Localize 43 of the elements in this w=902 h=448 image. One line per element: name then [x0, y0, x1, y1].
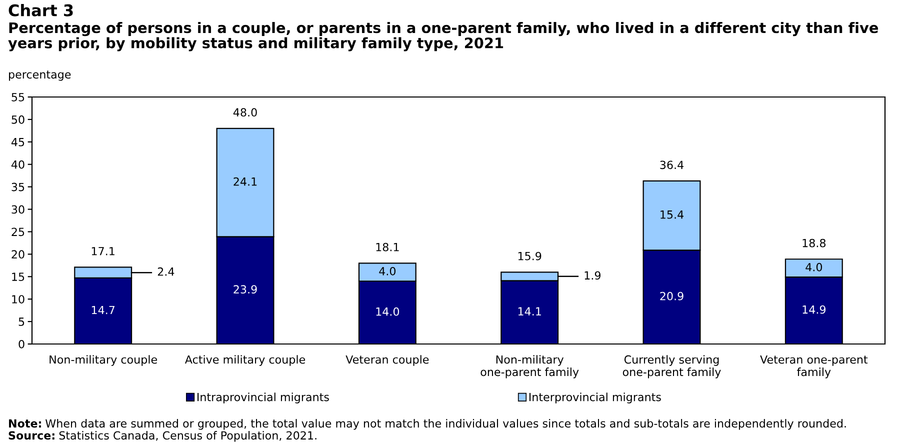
- total-label: 17.1: [92, 247, 114, 256]
- x-tick-label: Non-military couple: [50, 355, 157, 366]
- y-tick-label: 5: [18, 318, 24, 326]
- x-tick-label: Veteran couple: [346, 355, 429, 366]
- y-tick-label: 30: [12, 205, 24, 214]
- data-label: 4.0: [379, 266, 396, 276]
- chart-subtitle: Percentage of persons in a couple, or parents in a one-parent family, who lived in a different city than five years prior, by mobility status and military family type, 2021: [8, 22, 878, 52]
- y-tick-label: 0: [18, 340, 24, 348]
- total-label: 36.4: [660, 160, 684, 170]
- total-label: 18.8: [802, 238, 826, 248]
- y-tick-label: 15: [12, 272, 24, 282]
- y-tick-label: 50: [12, 115, 24, 124]
- y-tick-label: 55: [12, 93, 24, 102]
- data-label: 14.0: [376, 307, 400, 316]
- data-label: 23.9: [234, 285, 257, 294]
- total-label: 15.9: [518, 252, 542, 260]
- data-label: 14.7: [92, 306, 115, 314]
- total-label: 18.1: [376, 242, 399, 252]
- text: Note: When data are summed or grouped, the total value may not match the individual values since totals and sub-totals are independently rounded.: [9, 419, 846, 430]
- x-tick-label: Active military couple: [184, 355, 306, 366]
- data-label: 14.9: [802, 305, 826, 314]
- y-tick-label: 25: [12, 228, 24, 236]
- data-label: 20.9: [660, 292, 684, 300]
- data-label: 1.9: [584, 271, 600, 280]
- legend-label: Intraprovincial migrants: [197, 392, 329, 404]
- y-axis-title: percentage: [9, 70, 71, 81]
- y-tick-label: 20: [12, 250, 24, 259]
- source-note: Source: Statistics Canada, Census of Population, 2021.: [8, 431, 316, 442]
- y-tick-label: 40: [11, 160, 24, 169]
- data-label: 4.0: [806, 262, 822, 272]
- x-tick-label: Veteran one-parent family: [760, 355, 868, 378]
- data-label: 15.4: [660, 210, 684, 219]
- chart-title: Chart 3: [8, 4, 73, 16]
- y-tick-label: 10: [12, 295, 24, 304]
- data-label: 2.4: [158, 267, 174, 276]
- x-tick-label: Non-military one-parent family: [480, 355, 579, 378]
- x-tick-label: Currently serving one-parent family: [622, 355, 721, 378]
- data-label: 14.1: [518, 307, 541, 316]
- data-label: 24.1: [234, 177, 257, 186]
- legend-label: Interprovincial migrants: [529, 392, 661, 404]
- total-label: 48.0: [233, 108, 257, 117]
- y-tick-label: 35: [12, 182, 24, 192]
- y-tick-label: 45: [11, 138, 24, 146]
